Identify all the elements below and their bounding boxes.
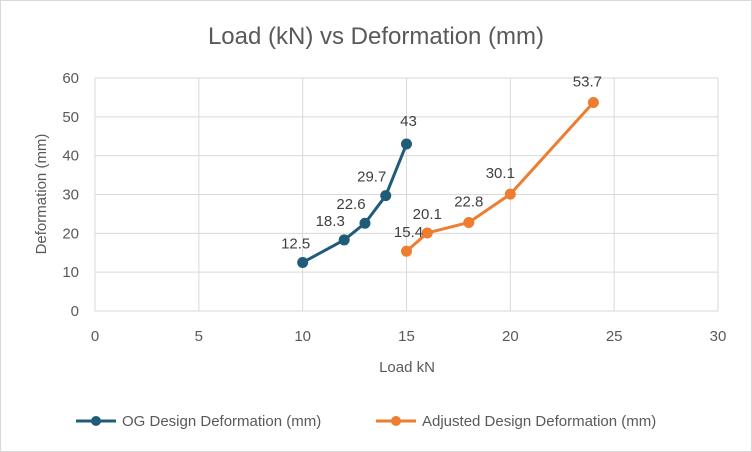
legend-item-1[interactable]: OG Design Deformation (mm): [76, 413, 321, 430]
data-point: [587, 96, 599, 108]
data-point: [359, 217, 371, 229]
y-tick-label: 20: [62, 225, 79, 242]
x-tick-label: 0: [91, 328, 99, 345]
data-point: [338, 234, 350, 246]
x-tick-label: 25: [606, 328, 623, 345]
y-tick-label: 0: [71, 303, 79, 320]
data-point: [421, 227, 433, 239]
legend: OG Design Deformation (mm) Adjusted Desig…: [76, 413, 656, 430]
data-point: [297, 256, 309, 268]
data-label: 18.3: [316, 213, 345, 230]
data-point: [401, 245, 412, 257]
y-tick-label: 40: [62, 148, 79, 165]
data-label: 53.7: [573, 73, 602, 90]
y-tick-label: 50: [62, 109, 79, 126]
data-label: 29.7: [357, 169, 386, 186]
series-layer: 12.5 18.322.6 29.7 43 15.420.1 22.830.1 53.7: [281, 73, 602, 268]
data-label: 22.6: [336, 196, 365, 213]
data-label: 20.1: [413, 206, 442, 223]
x-tick-label: 10: [294, 328, 311, 345]
data-label: 15.4: [394, 224, 423, 241]
legend-marker: [91, 416, 101, 426]
gridlines: [94, 77, 719, 312]
data-point: [463, 216, 475, 228]
x-tick-label: 5: [195, 328, 203, 345]
data-label: 22.8: [454, 193, 483, 210]
x-tick-label: 30: [710, 328, 727, 345]
y-axis-title: Deformation (mm): [33, 134, 50, 255]
legend-marker: [391, 416, 401, 426]
series-2: 15.420.1 22.830.1 53.7: [394, 73, 602, 257]
data-label: 43: [400, 113, 417, 130]
y-tick-label: 10: [62, 264, 79, 281]
data-label: 30.1: [486, 165, 515, 182]
data-point: [401, 138, 412, 150]
y-axis-ticks: 0 10 20 30 40 50 60: [62, 70, 79, 320]
data-label: 12.5: [281, 235, 310, 252]
y-tick-label: 30: [62, 187, 79, 204]
x-axis-ticks: 0 5 10 15 20 25 30: [91, 328, 727, 345]
legend-item-2[interactable]: Adjusted Design Deformation (mm): [376, 413, 656, 430]
legend-label: OG Design Deformation (mm): [122, 413, 321, 430]
x-tick-label: 20: [502, 328, 519, 345]
data-point: [504, 188, 516, 200]
data-point: [380, 190, 392, 202]
series-1: 12.5 18.322.6 29.7 43: [281, 113, 417, 268]
x-tick-label: 15: [398, 328, 415, 345]
legend-label: Adjusted Design Deformation (mm): [422, 413, 656, 430]
y-tick-label: 60: [62, 70, 79, 87]
chart-title: Load (kN) vs Deformation (mm): [208, 23, 544, 50]
x-axis-title: Load kN: [379, 359, 435, 376]
